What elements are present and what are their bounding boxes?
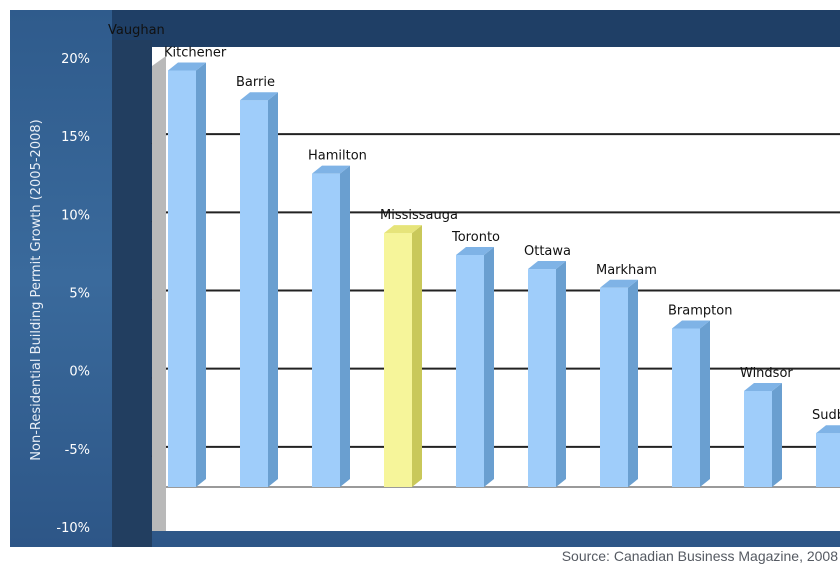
category-label: Kitchener bbox=[164, 46, 227, 61]
bar bbox=[744, 390, 772, 487]
bar-side bbox=[628, 279, 638, 487]
bar-top bbox=[672, 320, 710, 329]
y-tick-label: -10% bbox=[56, 521, 90, 536]
bars bbox=[168, 62, 840, 488]
bar bbox=[168, 70, 196, 488]
chart-top-wall bbox=[112, 10, 840, 48]
bar-side bbox=[412, 225, 422, 488]
category-label: Ottawa bbox=[524, 244, 571, 259]
bar-top bbox=[168, 62, 206, 71]
y-tick-label: 15% bbox=[61, 130, 90, 145]
bar bbox=[600, 287, 628, 487]
bar-side bbox=[556, 261, 566, 487]
source-note: Source: Canadian Business Magazine, 2008 bbox=[561, 548, 838, 564]
category-label: Vaughan bbox=[108, 23, 165, 38]
bar bbox=[312, 173, 340, 488]
bar bbox=[240, 100, 268, 488]
gridlines bbox=[151, 56, 840, 531]
bar bbox=[384, 233, 412, 487]
bar-top bbox=[240, 92, 278, 101]
bar bbox=[456, 254, 484, 487]
category-labels: Vaughan Kitchener Barrie Hamilton Mississaug… bbox=[108, 23, 840, 423]
plot-side-wall bbox=[152, 56, 166, 531]
bar bbox=[816, 433, 840, 487]
category-label: Windsor bbox=[740, 366, 793, 381]
bar-top bbox=[600, 279, 638, 288]
bar-side bbox=[700, 320, 710, 487]
category-label: Mississauga bbox=[380, 208, 458, 223]
y-tick-label: 20% bbox=[61, 52, 90, 67]
category-label: Hamilton bbox=[308, 149, 367, 164]
bar-top bbox=[384, 225, 422, 234]
chart-left-wall bbox=[112, 40, 152, 547]
y-tick-label: -5% bbox=[65, 443, 90, 458]
bar-top bbox=[312, 165, 350, 174]
y-axis-ticks: 20% 15% 10% 5% 0% -5% -10% bbox=[56, 52, 90, 536]
y-tick-label: 0% bbox=[69, 365, 90, 380]
bar-side bbox=[340, 165, 350, 488]
bar-top bbox=[528, 261, 566, 270]
bar-top bbox=[456, 246, 494, 255]
y-tick-label: 5% bbox=[69, 287, 90, 302]
category-label: Sudbury bbox=[812, 408, 840, 423]
y-axis-label: Non-Residential Building Permit Growth (… bbox=[29, 119, 44, 460]
bar-side bbox=[772, 382, 782, 487]
bar-side bbox=[484, 246, 494, 487]
y-tick-label: 10% bbox=[61, 208, 90, 223]
category-label: Toronto bbox=[451, 230, 500, 245]
category-label: Markham bbox=[596, 263, 657, 278]
category-label: Barrie bbox=[236, 75, 275, 90]
bar bbox=[528, 269, 556, 487]
bar-side bbox=[268, 92, 278, 488]
bar bbox=[672, 328, 700, 487]
category-label: Brampton bbox=[668, 303, 732, 318]
bar-top bbox=[744, 382, 782, 391]
bar-side bbox=[196, 62, 206, 488]
bar-top bbox=[816, 425, 840, 434]
